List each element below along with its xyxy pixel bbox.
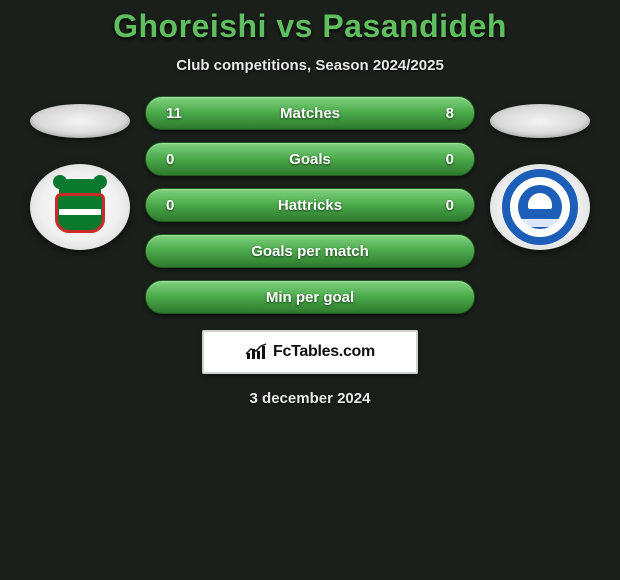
stat-left-value: 0	[166, 151, 196, 168]
stat-right-value: 0	[424, 197, 454, 214]
stat-label: Min per goal	[196, 289, 424, 306]
stats-column: 11 Matches 8 0 Goals 0 0 Hattricks 0 Goa…	[140, 96, 480, 314]
player-right-column	[480, 96, 600, 250]
player-left-column	[20, 96, 140, 250]
stat-row-matches: 11 Matches 8	[145, 96, 475, 130]
brand-card[interactable]: FcTables.com	[202, 330, 418, 374]
stat-label: Goals per match	[196, 243, 424, 260]
stat-right-value: 8	[424, 105, 454, 122]
brand-text: FcTables.com	[273, 343, 375, 361]
stat-row-goals: 0 Goals 0	[145, 142, 475, 176]
stat-left-value: 11	[166, 105, 196, 122]
stat-label: Matches	[196, 105, 424, 122]
club-badge-right	[490, 164, 590, 250]
country-flag-left	[30, 104, 130, 138]
stat-right-value: 0	[424, 151, 454, 168]
club-badge-left	[30, 164, 130, 250]
stat-row-hattricks: 0 Hattricks 0	[145, 188, 475, 222]
stat-left-value: 0	[166, 197, 196, 214]
stat-row-goals-per-match: Goals per match	[145, 234, 475, 268]
generated-date: 3 december 2024	[0, 390, 620, 407]
country-flag-right	[490, 104, 590, 138]
club-crest-right-icon	[502, 169, 578, 245]
comparison-card: Ghoreishi vs Pasandideh Club competition…	[0, 0, 620, 407]
main-row: 11 Matches 8 0 Goals 0 0 Hattricks 0 Goa…	[0, 96, 620, 314]
page-title: Ghoreishi vs Pasandideh	[0, 8, 620, 45]
stat-label: Hattricks	[196, 197, 424, 214]
stat-label: Goals	[196, 151, 424, 168]
stat-row-min-per-goal: Min per goal	[145, 280, 475, 314]
season-subtitle: Club competitions, Season 2024/2025	[0, 57, 620, 74]
club-crest-left-icon	[45, 175, 115, 239]
bar-chart-icon	[245, 343, 267, 361]
